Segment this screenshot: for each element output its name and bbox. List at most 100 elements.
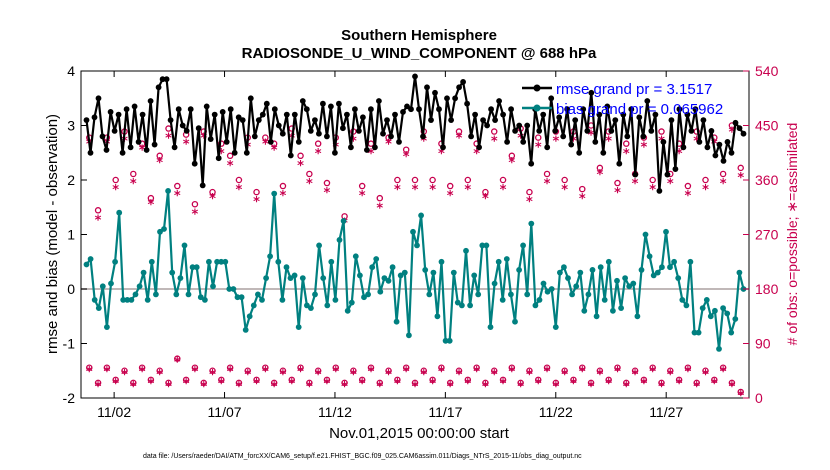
obs-assimilated-marker: * — [306, 177, 313, 192]
legend-bias-marker — [533, 104, 541, 112]
rmse-point — [740, 130, 747, 137]
bias-point — [552, 324, 559, 330]
obs-possible-marker — [394, 376, 401, 384]
x-tick-label: 11/07 — [208, 404, 242, 420]
rmse-point — [283, 111, 290, 118]
bias-point — [483, 242, 490, 249]
bias-point — [389, 264, 396, 271]
rmse-point — [516, 122, 523, 129]
rmse-point — [664, 171, 671, 178]
obs-possible-marker — [112, 376, 119, 384]
bias-point — [83, 261, 90, 268]
bias-point — [716, 346, 722, 352]
rmse-point — [131, 103, 138, 110]
bias-point — [242, 327, 249, 333]
bias-point — [667, 264, 673, 271]
obs-possible-marker — [218, 140, 225, 147]
obs-assimilated-marker: * — [482, 380, 489, 395]
y-right-tick-label: 270 — [755, 227, 779, 243]
obs-possible-marker — [649, 176, 656, 184]
bias-point — [585, 291, 592, 298]
obs-assimilated-marker: * — [200, 132, 207, 147]
obs-possible-marker — [244, 367, 251, 374]
obs-assimilated-marker: * — [324, 186, 331, 201]
rmse-point — [500, 111, 506, 118]
bias-point — [446, 337, 453, 344]
rmse-point — [99, 133, 106, 140]
obs-possible-marker — [429, 376, 436, 384]
bias-point — [210, 283, 216, 290]
obs-possible-marker — [209, 188, 216, 196]
rmse-point — [255, 117, 262, 123]
rmse-point — [376, 98, 382, 104]
bias-point — [104, 324, 110, 330]
obs-possible-marker — [402, 364, 410, 371]
rmse-point — [680, 144, 687, 151]
obs-possible-marker — [314, 140, 322, 147]
obs-assimilated-marker: * — [658, 380, 665, 395]
bias-point — [328, 258, 335, 265]
bias-point — [132, 291, 139, 298]
x-tick-label: 11/12 — [318, 404, 352, 420]
chart-title: Southern Hemisphere — [341, 27, 497, 44]
y-tick-label: 0 — [67, 281, 75, 297]
rmse-point — [195, 125, 202, 132]
obs-possible-marker — [534, 376, 542, 384]
rmse-point — [616, 160, 623, 167]
obs-assimilated-marker: * — [517, 380, 524, 395]
obs-assimilated-marker: * — [552, 135, 559, 150]
rmse-point — [528, 160, 535, 167]
rmse-point — [143, 147, 150, 153]
obs-assimilated-marker: * — [403, 150, 410, 165]
obs-possible-marker — [482, 188, 489, 196]
bias-point — [438, 258, 445, 265]
obs-assimilated-marker: * — [165, 132, 172, 147]
rmse-point — [436, 106, 442, 113]
obs-assimilated-marker: * — [315, 147, 322, 162]
obs-possible-marker — [94, 379, 102, 387]
y-tick-label: 2 — [67, 172, 75, 188]
rmse-point — [251, 133, 258, 140]
rmse-point — [287, 152, 294, 159]
rmse-point — [259, 111, 266, 118]
obs-assimilated-marker: * — [526, 195, 533, 210]
obs-possible-marker — [490, 128, 498, 135]
bias-point — [340, 218, 347, 224]
bias-point — [471, 272, 478, 279]
bias-point — [569, 291, 575, 298]
obs-possible-marker — [165, 379, 172, 387]
bias-point — [561, 264, 567, 271]
rmse-point — [352, 106, 358, 113]
rmse-point — [83, 117, 90, 123]
bias-point — [124, 297, 131, 303]
obs-assimilated-marker: * — [632, 177, 639, 192]
rmse-point — [171, 144, 178, 151]
obs-possible-marker — [464, 176, 472, 184]
bias-point — [610, 307, 616, 314]
bias-point — [479, 242, 486, 249]
obs-possible-marker — [579, 185, 586, 193]
bias-point — [140, 269, 147, 276]
bias-point — [299, 275, 306, 281]
obs-assimilated-marker: * — [86, 365, 93, 380]
bias-point — [181, 242, 188, 249]
bias-point — [332, 297, 339, 303]
obs-possible-marker — [640, 376, 648, 384]
obs-assimilated-marker: * — [552, 380, 559, 395]
y-axis-label: rmse and bias (model - observation) — [44, 114, 61, 354]
bias-point — [108, 280, 114, 287]
bias-point — [654, 269, 661, 276]
obs-possible-marker — [156, 367, 163, 374]
obs-assimilated-marker: * — [711, 377, 718, 392]
obs-possible-marker — [429, 176, 436, 184]
obs-assimilated-marker: * — [368, 147, 375, 162]
rmse-point — [328, 103, 334, 110]
rmse-point — [107, 109, 114, 115]
bias-point — [279, 297, 286, 303]
bias-point — [520, 242, 526, 249]
rmse-point — [179, 122, 186, 129]
obs-possible-marker — [323, 179, 331, 187]
obs-possible-marker — [270, 379, 278, 387]
bias-point — [728, 329, 735, 336]
obs-assimilated-marker: * — [588, 380, 595, 395]
